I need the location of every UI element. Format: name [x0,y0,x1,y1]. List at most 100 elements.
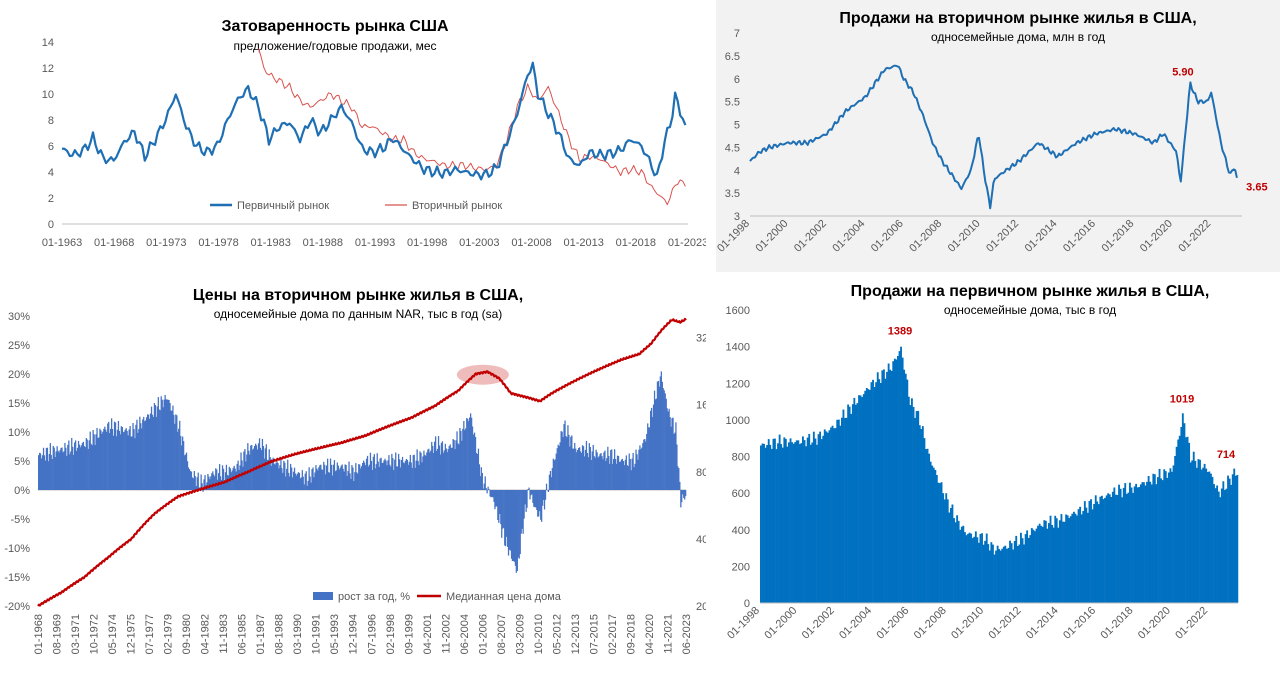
x-tick-label: 07-1977 [144,614,156,654]
bar [962,526,964,603]
x-tick-label: 01-2006 [869,218,906,255]
bar [1012,550,1014,604]
chart-title: Продажи на вторичном рынке жилья в США, [839,10,1196,27]
x-tick-label: 01-1963 [42,237,82,249]
legend-label: Первичный рынок [237,200,329,212]
bar [1023,545,1025,604]
bar [824,429,826,603]
x-tick-label: 01-2000 [754,218,791,255]
bar [867,389,869,603]
bar [815,439,817,604]
bar [1187,437,1189,603]
chart-new-sales: Продажи на первичном рынке жилья в США, … [716,278,1280,678]
y-left-tick-label: 0% [14,485,30,497]
bar [905,374,907,603]
y-tick-label: 3.5 [725,188,740,200]
bar [995,551,997,603]
y-tick-label: 1000 [726,415,750,427]
bar [1126,494,1128,603]
chart-existing-prices: Цены на вторичном рынке жилья в США, одн… [0,278,706,678]
y-tick-label: 12 [42,63,54,75]
bar [1146,482,1148,603]
x-tick-label: 01-2002 [800,605,837,642]
bar [1115,495,1117,603]
bar [966,535,968,603]
bar [1075,514,1077,603]
x-tick-label: 09-1999 [403,614,415,654]
bar [810,445,812,603]
x-tick-label: 11-2021 [662,614,674,654]
bar [1205,469,1207,603]
x-tick-label: 01-2006 [874,605,911,642]
bar [1129,483,1131,603]
x-tick-label: 01-2012 [984,218,1021,255]
x-tick-label: 01-2000 [762,605,799,642]
x-tick-label: 01-2016 [1061,605,1098,642]
y-left-tick-label: 10% [8,427,30,439]
data-label: 1019 [1170,393,1194,405]
chart-existing-sales: Продажи на вторичном рынке жилья в США, … [716,0,1280,272]
x-tick-label: 09-1980 [181,614,193,654]
bar [886,372,888,603]
x-tick-label: 08-1988 [274,614,286,654]
x-tick-label: 01-2004 [837,605,874,642]
bar [857,403,859,603]
x-tick-label: 07-1996 [366,614,378,654]
bar [813,432,815,603]
bar [1096,502,1098,604]
bar [804,440,806,603]
y-left-tick-label: 20% [8,369,30,381]
x-tick-label: 01-2022 [1173,605,1210,642]
y-tick-label: 6 [48,141,54,153]
bar [1135,484,1137,603]
bar [774,439,776,603]
bar [1154,474,1156,603]
x-tick-label: 04-2001 [422,614,434,654]
bar [1198,459,1200,603]
x-tick-label: 10-1972 [89,614,101,654]
chart-inventory: Затоваренность рынка США предложение/год… [0,0,706,272]
y-left-tick-label: -20% [4,601,30,613]
x-tick-label: 05-1974 [107,614,119,654]
bar [1227,476,1229,603]
bar [1107,493,1109,603]
chart-existing-sales-svg: Продажи на вторичном рынке жилья в США, … [716,0,1280,272]
chart-existing-prices-svg: Цены на вторичном рынке жилья в США, одн… [0,278,706,678]
bar [1176,447,1178,603]
bar [948,513,950,604]
y-right-tick-label: 160 [696,400,706,412]
bar [1078,509,1080,603]
x-tick-label: 12-1994 [348,614,360,654]
bar [1148,476,1150,603]
bar [908,397,910,603]
bar [1215,488,1217,603]
x-tick-label: 04-1982 [200,614,212,654]
bar [930,462,932,603]
bar [881,370,883,603]
bar [843,410,845,603]
bar [1219,497,1221,603]
x-tick-label: 02-2017 [607,614,619,654]
x-tick-label: 06-2023 [681,614,693,654]
x-tick-label: 09-2018 [625,614,637,654]
y-tick-label: 400 [732,525,750,537]
bar [892,361,894,603]
x-tick-label: 12-2013 [570,614,582,654]
y-tick-label: 1600 [726,305,750,317]
bar [1233,469,1235,603]
y-tick-label: 6.5 [725,51,740,63]
x-tick-label: 03-2009 [514,614,526,654]
x-tick-label: 01-2014 [1024,605,1061,642]
x-tick-label: 03-1971 [70,614,82,654]
bar [1050,516,1052,603]
bar [1165,471,1167,603]
bar [489,489,490,490]
x-tick-label: 01-1987 [255,614,267,654]
bar [1001,549,1003,603]
x-tick-label: 01-1983 [250,237,290,249]
y-left-tick-label: -15% [4,572,30,584]
x-tick-label: 01-1973 [146,237,186,249]
x-tick-label: 01-1998 [725,605,762,642]
bar [1059,520,1061,603]
bar [1140,484,1142,603]
